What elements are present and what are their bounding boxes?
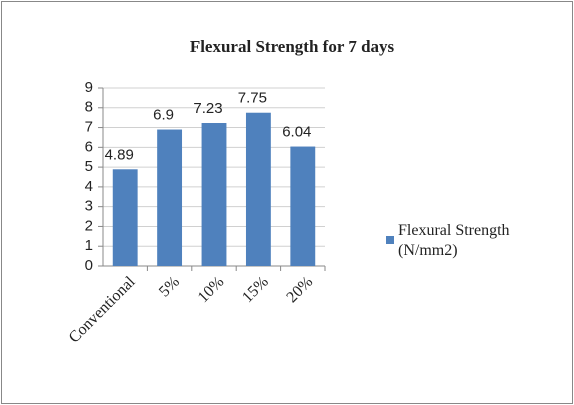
y-tick-label: 6 bbox=[85, 138, 93, 155]
bar bbox=[157, 129, 183, 266]
data-label: 6.9 bbox=[153, 107, 174, 124]
bar bbox=[112, 169, 138, 266]
y-tick-label: 2 bbox=[85, 217, 93, 234]
y-tick-label: 7 bbox=[85, 119, 93, 136]
legend-label: Flexural Strength (N/mm2) bbox=[398, 222, 510, 259]
legend-swatch bbox=[386, 236, 394, 244]
data-label: 7.23 bbox=[193, 100, 222, 117]
chart-title: Flexural Strength for 7 days bbox=[190, 37, 395, 56]
bar bbox=[290, 146, 316, 266]
y-tick-label: 9 bbox=[85, 79, 93, 96]
y-tick-label: 1 bbox=[85, 237, 93, 254]
y-tick-label: 3 bbox=[85, 198, 93, 215]
data-label: 7.75 bbox=[238, 90, 267, 107]
data-label: 6.04 bbox=[282, 124, 311, 141]
data-label: 4.89 bbox=[105, 146, 134, 163]
y-tick-label: 5 bbox=[85, 158, 93, 175]
y-tick-label: 4 bbox=[85, 178, 93, 195]
bar bbox=[201, 123, 227, 266]
bar bbox=[245, 112, 271, 266]
y-tick-label: 0 bbox=[85, 257, 93, 274]
y-tick-label: 8 bbox=[85, 99, 93, 116]
